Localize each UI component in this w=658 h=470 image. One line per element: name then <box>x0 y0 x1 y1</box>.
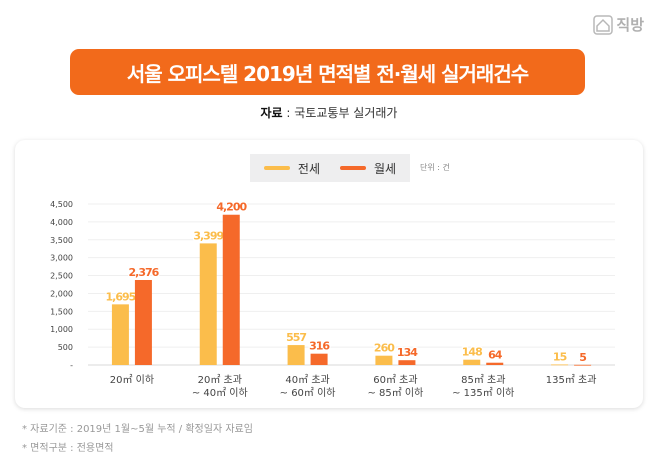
x-tick-label: 135㎡ 초과 <box>546 374 597 386</box>
data-label: 557 <box>286 331 306 344</box>
note-area: * 면적구분 : 전용면적 <box>22 443 114 454</box>
y-tick-label: - <box>70 361 73 370</box>
data-label: 5 <box>579 351 586 364</box>
x-tick-label: ~ 135㎡ 이하 <box>452 386 514 399</box>
source-label: 자료 <box>260 106 283 120</box>
x-tick-label: 40㎡ 초과 <box>285 374 329 386</box>
bar-wolse <box>574 364 592 366</box>
data-label: 2,376 <box>129 266 160 279</box>
y-tick-label: 4,000 <box>50 218 73 227</box>
y-tick-label: 3,500 <box>50 236 73 245</box>
legend-swatch <box>340 166 366 170</box>
bar-jeonse <box>199 243 217 365</box>
y-tick-label: 1,000 <box>50 325 73 334</box>
source-line: 자료 : 국토교통부 실거래가 <box>0 104 658 121</box>
legend-item-wolse: 월세 <box>340 160 396 177</box>
unit-label: 단위 : 건 <box>420 163 450 172</box>
bar-jeonse <box>463 359 481 365</box>
data-label: 260 <box>374 342 395 355</box>
data-label: 4,200 <box>216 201 247 214</box>
bar-wolse <box>222 214 240 365</box>
y-tick-label: 500 <box>58 343 73 352</box>
bar-jeonse <box>551 364 569 366</box>
legend-item-jeonse: 전세 <box>263 160 320 177</box>
data-label: 316 <box>309 340 330 353</box>
y-tick-label: 1,500 <box>50 307 73 316</box>
y-tick-label: 2,000 <box>50 289 73 298</box>
data-label: 134 <box>397 346 418 359</box>
y-tick-label: 3,000 <box>50 254 73 263</box>
page-title: 서울 오피스텔 2019년 면적별 전·월세 실거래건수 <box>70 49 585 95</box>
x-tick-label: 60㎡ 초과 <box>373 374 417 386</box>
bar-wolse <box>398 360 416 365</box>
bar-jeonse <box>375 355 393 365</box>
x-tick-label: 20㎡ 초과 <box>198 374 242 386</box>
x-tick-label: 85㎡ 초과 <box>461 374 505 386</box>
x-tick-label: ~ 85㎡ 이하 <box>367 386 423 399</box>
brand-name: 직방 <box>616 16 644 34</box>
notes: * 자료기준 : 2019년 1월~5월 누적 / 확정일자 자료임 * 면적구… <box>22 420 253 458</box>
legend-label: 전세 <box>297 161 320 176</box>
bar-jeonse <box>287 345 305 365</box>
data-label: 3,399 <box>193 229 223 242</box>
bar-jeonse <box>111 304 129 365</box>
source-value: : 국토교통부 실거래가 <box>282 106 398 120</box>
data-label: 148 <box>462 346 482 359</box>
bar-wolse <box>310 353 328 365</box>
data-label: 1,695 <box>106 290 136 303</box>
y-tick-label: 4,500 <box>50 200 73 209</box>
data-label: 64 <box>488 349 503 362</box>
brand-logo: 직방 <box>593 14 644 35</box>
x-tick-label: 20㎡ 이하 <box>110 373 154 386</box>
bar-wolse <box>134 279 152 365</box>
x-tick-label: ~ 60㎡ 이하 <box>280 386 336 399</box>
legend-swatch <box>263 166 290 170</box>
y-tick-label: 2,500 <box>50 272 73 281</box>
note-basis: * 자료기준 : 2019년 1월~5월 누적 / 확정일자 자료임 <box>22 424 253 435</box>
bar-wolse <box>486 362 504 365</box>
legend-label: 월세 <box>374 161 397 176</box>
house-icon <box>593 14 614 35</box>
data-label: 15 <box>553 350 567 363</box>
legend: 전세 월세 <box>250 154 410 182</box>
x-tick-label: ~ 40㎡ 이하 <box>192 386 248 399</box>
